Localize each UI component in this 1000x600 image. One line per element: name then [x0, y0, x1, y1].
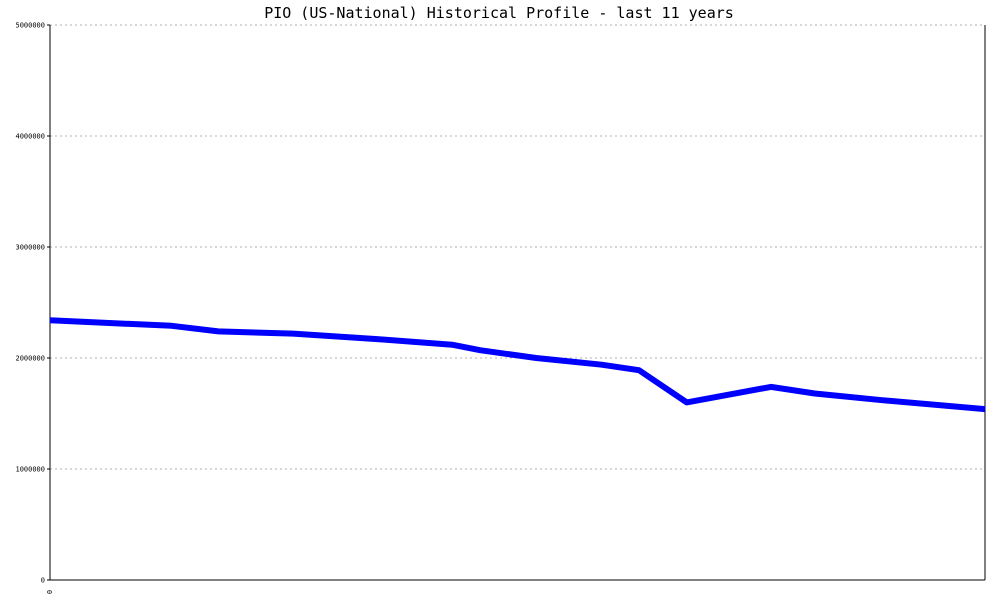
- y-tick-label: 2000000: [15, 355, 45, 363]
- y-tick-label: 1000000: [15, 466, 45, 474]
- chart-title: PIO (US-National) Historical Profile - l…: [264, 4, 734, 22]
- series-line: [49, 317, 986, 413]
- x-tick-label: 0: [46, 590, 54, 594]
- y-tick-label: 4000000: [15, 133, 45, 141]
- tick-labels: 0 1000000 2000000 3000000 4000000 5000000 0: [15, 22, 54, 595]
- y-tick-label: 0: [41, 577, 45, 585]
- grid: [50, 24, 985, 470]
- y-tick-label: 5000000: [15, 22, 45, 30]
- y-tick-label: 3000000: [15, 244, 45, 252]
- axes: [47, 24, 986, 581]
- series: [49, 317, 986, 413]
